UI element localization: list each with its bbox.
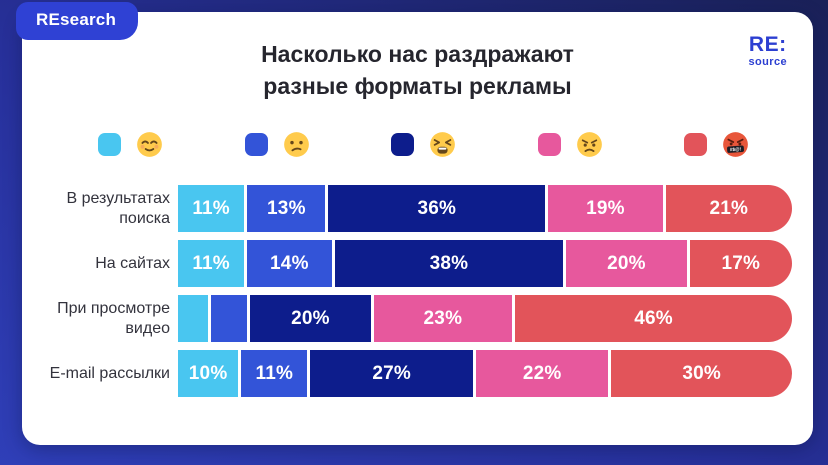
bar-segment-relieved-emoji: 11%	[178, 240, 245, 288]
row-category-label: На сайтах	[95, 254, 170, 272]
bar-segment-relieved-emoji: 10%	[178, 350, 239, 398]
bar-segment-confused-emoji: 13%	[247, 185, 326, 233]
bar-value-label: 20%	[607, 252, 646, 274]
svg-text:#$@!: #$@!	[730, 147, 742, 153]
bar-value-label: 46%	[634, 307, 673, 329]
bar-segment-angry-emoji: 23%	[373, 295, 513, 343]
row-category-label: В результатах поиска	[66, 189, 170, 227]
bar-value-label: 10%	[188, 362, 228, 384]
legend-swatch-navy	[391, 133, 414, 157]
bar-segment-confused-emoji: 14%	[247, 240, 332, 288]
resource-logo: RE: source	[749, 34, 787, 68]
page-title-line1: Насколько нас раздражают	[261, 41, 574, 67]
legend-swatch-cyan	[98, 133, 121, 157]
bar-segment-cursing-emoji: 30%	[611, 350, 792, 398]
row-category-label: При просмотре видео	[57, 299, 170, 337]
page-title-line2: разные форматы рекламы	[263, 72, 572, 99]
content-card: RE: source Насколько нас раздражают разн…	[22, 12, 813, 445]
logo-re-text: RE:	[748, 33, 787, 56]
bar-track: 20% 23% 46%	[178, 295, 792, 343]
logo-source-text: source	[748, 56, 787, 68]
bar-track: 11% 13% 36% 19% 21%	[178, 185, 792, 233]
bar-value-label: 11%	[255, 362, 294, 384]
cursing-emoji-icon: #$@!	[723, 132, 748, 158]
bar-segment-tired-emoji: 20%	[250, 295, 371, 343]
bar-value-label: 38%	[429, 252, 469, 274]
bar-value-label: 14%	[270, 252, 309, 274]
legend-item-angry	[537, 131, 603, 158]
angry-emoji-icon	[576, 132, 602, 158]
bar-value-label: 20%	[291, 307, 330, 329]
bar-segment-relieved-emoji: 11%	[178, 185, 245, 233]
bar-segment-confused-emoji	[211, 295, 248, 343]
tired-emoji-icon	[430, 132, 455, 158]
bar-segment-cursing-emoji: 21%	[665, 185, 792, 233]
bar-value-label: 11%	[192, 197, 230, 219]
chart-row: E-mail рассылки 10% 11% 27% 22% 30%	[28, 350, 792, 398]
bar-segment-confused-emoji: 11%	[241, 350, 308, 398]
bar-value-label: 19%	[586, 197, 625, 219]
bar-value-label: 22%	[522, 362, 562, 384]
bar-value-label: 27%	[372, 362, 412, 384]
confused-emoji-icon	[283, 132, 309, 158]
bar-segment-angry-emoji: 20%	[566, 240, 687, 288]
bar-track: 10% 11% 27% 22% 30%	[178, 350, 792, 398]
legend-swatch-red	[684, 133, 707, 157]
chart: В результатах поиска 11% 13% 36% 19% 21% На са…	[28, 185, 793, 398]
bar-value-label: 30%	[682, 362, 722, 384]
bar-segment-angry-emoji: 22%	[475, 350, 609, 398]
bar-value-label: 11%	[192, 252, 230, 274]
legend: #$@!	[98, 131, 749, 158]
bar-segment-tired-emoji: 27%	[310, 350, 473, 398]
research-badge: REsearch	[16, 2, 139, 40]
chart-row: В результатах поиска 11% 13% 36% 19% 21%	[28, 185, 792, 233]
chart-row: На сайтах 11% 14% 38% 20% 17%	[28, 240, 793, 288]
legend-item-cursing: #$@!	[684, 131, 749, 158]
page-title: Насколько нас раздражают разные форматы …	[22, 39, 813, 102]
bar-segment-tired-emoji: 36%	[328, 185, 546, 233]
bar-track: 11% 14% 38% 20% 17%	[178, 240, 793, 288]
legend-swatch-pink	[537, 133, 561, 157]
bar-segment-relieved-emoji	[178, 295, 209, 343]
bar-segment-tired-emoji: 38%	[334, 240, 564, 288]
bar-segment-cursing-emoji: 17%	[689, 240, 793, 288]
bar-value-label: 23%	[423, 307, 463, 329]
bar-value-label: 36%	[417, 197, 457, 219]
relieved-emoji-icon	[137, 132, 162, 158]
bar-value-label: 13%	[267, 197, 306, 219]
row-category-label: E-mail рассылки	[49, 364, 170, 382]
legend-item-confused	[244, 131, 310, 158]
chart-row: При просмотре видео 20% 23% 46%	[28, 295, 792, 343]
legend-item-relieved	[98, 131, 163, 158]
legend-swatch-blue	[244, 133, 268, 157]
bar-value-label: 17%	[721, 252, 761, 274]
bar-value-label: 21%	[709, 197, 749, 219]
bar-segment-angry-emoji: 19%	[548, 185, 663, 233]
bar-segment-cursing-emoji: 46%	[515, 295, 792, 343]
legend-item-tired	[391, 131, 456, 158]
